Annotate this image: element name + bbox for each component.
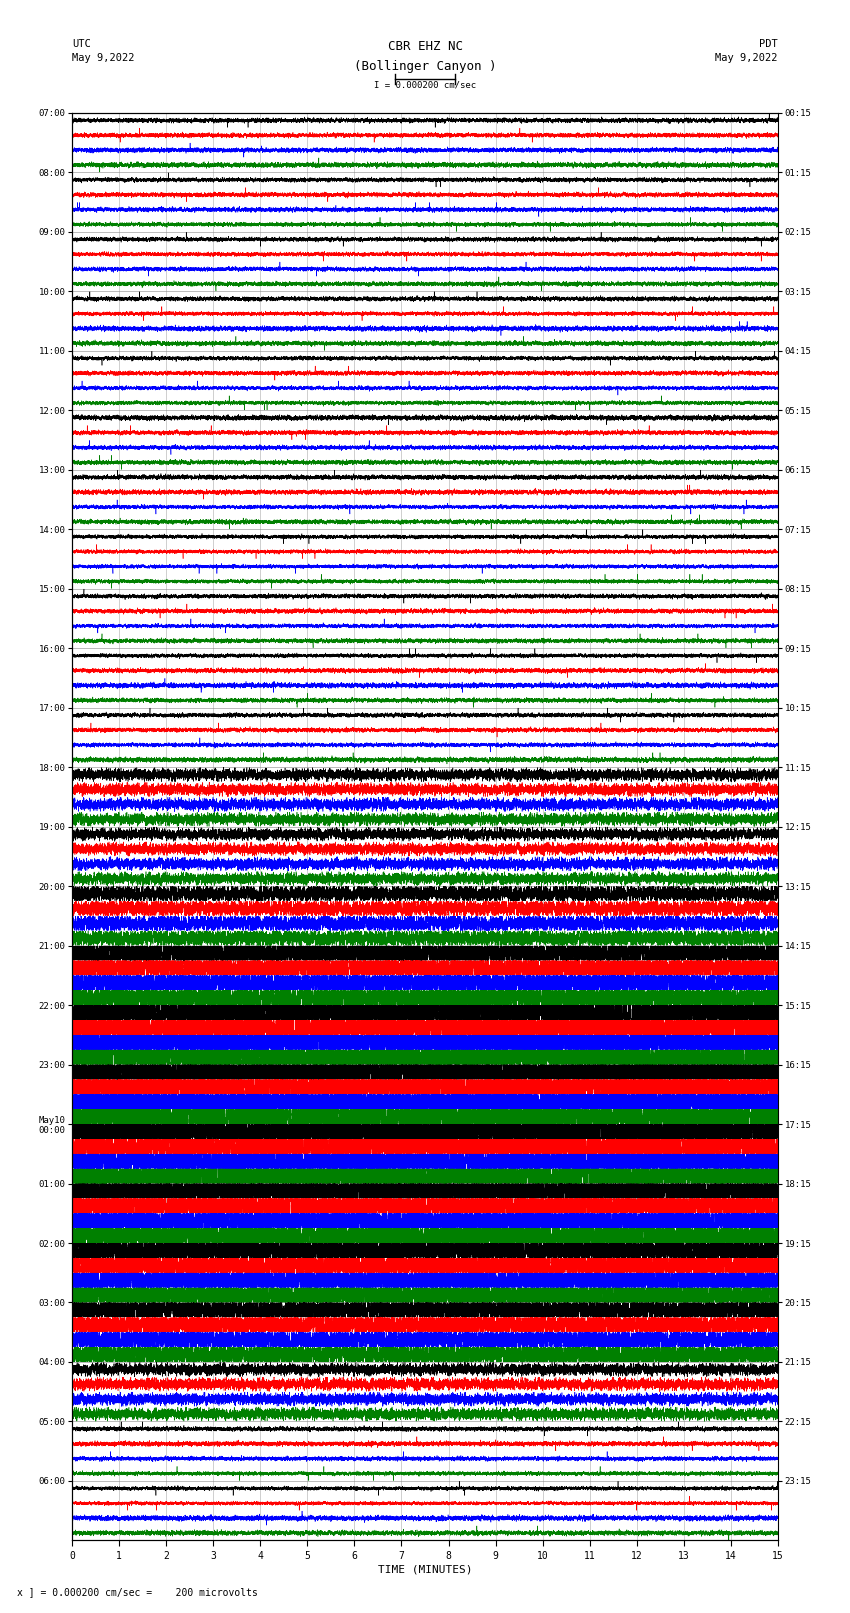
Text: (Bollinger Canyon ): (Bollinger Canyon ) [354,60,496,73]
Text: x ] = 0.000200 cm/sec =    200 microvolts: x ] = 0.000200 cm/sec = 200 microvolts [17,1587,258,1597]
Text: PDT: PDT [759,39,778,48]
Text: CBR EHZ NC: CBR EHZ NC [388,40,462,53]
Text: May 9,2022: May 9,2022 [72,53,135,63]
Text: UTC: UTC [72,39,91,48]
X-axis label: TIME (MINUTES): TIME (MINUTES) [377,1565,473,1574]
Text: I = 0.000200 cm/sec: I = 0.000200 cm/sec [374,81,476,90]
Text: May 9,2022: May 9,2022 [715,53,778,63]
